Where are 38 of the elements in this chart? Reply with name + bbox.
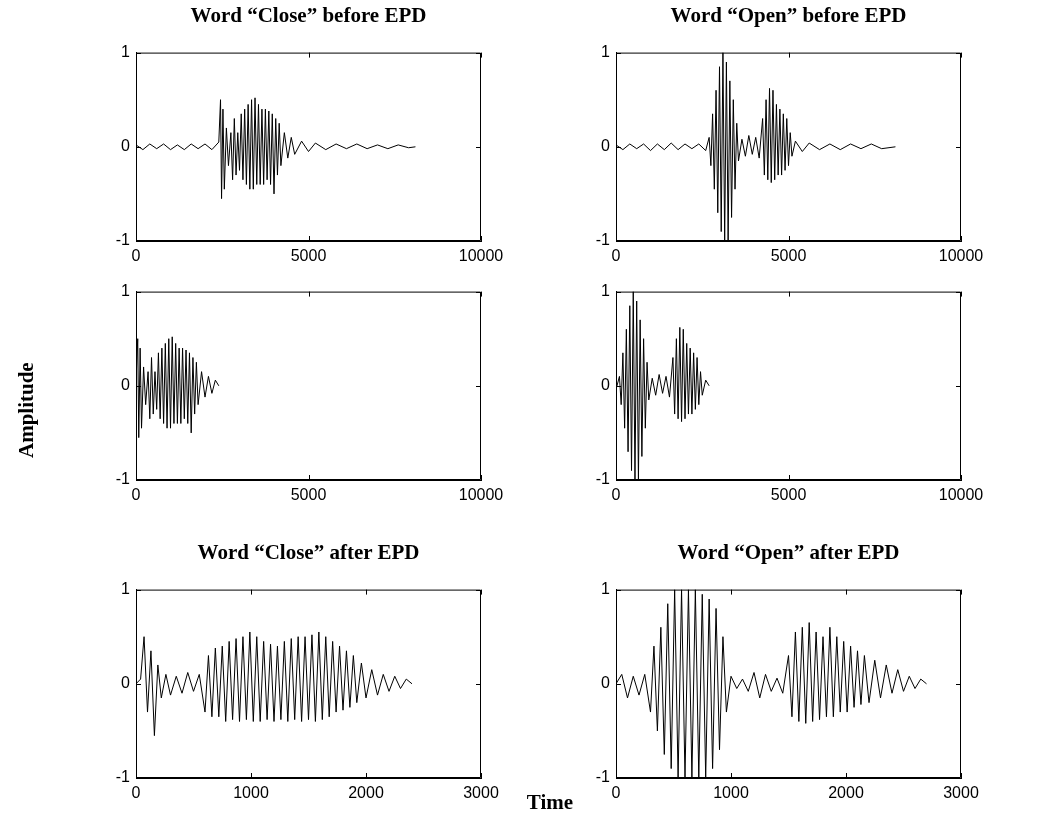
y-tick-label: 0: [121, 137, 131, 155]
y-tick-label: -1: [595, 231, 611, 249]
y-tick-label: 0: [601, 376, 611, 394]
y-tick-label: 1: [121, 580, 131, 598]
x-tick-label: 1000: [233, 784, 269, 802]
y-tick-label: 0: [601, 674, 611, 692]
y-tick-label: 1: [121, 43, 131, 61]
chart-title: Word “Open” after EPD: [676, 540, 901, 565]
x-tick-label: 2000: [348, 784, 384, 802]
y-tick-label: 1: [601, 43, 611, 61]
y-tick-label: 1: [601, 282, 611, 300]
chart-title: Word “Close” before EPD: [189, 3, 428, 28]
y-tick-label: -1: [595, 470, 611, 488]
x-tick-label: 10000: [938, 486, 984, 504]
x-axis-title: Time: [526, 790, 574, 814]
y-tick-label: -1: [115, 768, 131, 786]
x-tick-label: 3000: [463, 784, 499, 802]
x-tick-label: 3000: [943, 784, 979, 802]
x-tick-label: 5000: [770, 486, 807, 504]
y-tick-label: 0: [121, 674, 131, 692]
chart-title: Word “Close” after EPD: [196, 540, 421, 565]
x-tick-label: 10000: [458, 486, 504, 504]
y-tick-label: -1: [595, 768, 611, 786]
x-tick-label: 2000: [828, 784, 864, 802]
x-tick-label: 5000: [290, 486, 327, 504]
y-tick-label: 0: [121, 376, 131, 394]
y-axis-title: Amplitude: [14, 361, 39, 460]
x-tick-label: 10000: [938, 247, 984, 265]
x-tick-label: 5000: [290, 247, 327, 265]
y-tick-label: -1: [115, 470, 131, 488]
x-tick-label: 1000: [713, 784, 749, 802]
y-tick-label: -1: [115, 231, 131, 249]
x-tick-label: 10000: [458, 247, 504, 265]
y-tick-label: 1: [601, 580, 611, 598]
chart-title: Word “Open” before EPD: [669, 3, 908, 28]
y-tick-label: 1: [121, 282, 131, 300]
x-tick-label: 5000: [770, 247, 807, 265]
y-tick-label: 0: [601, 137, 611, 155]
